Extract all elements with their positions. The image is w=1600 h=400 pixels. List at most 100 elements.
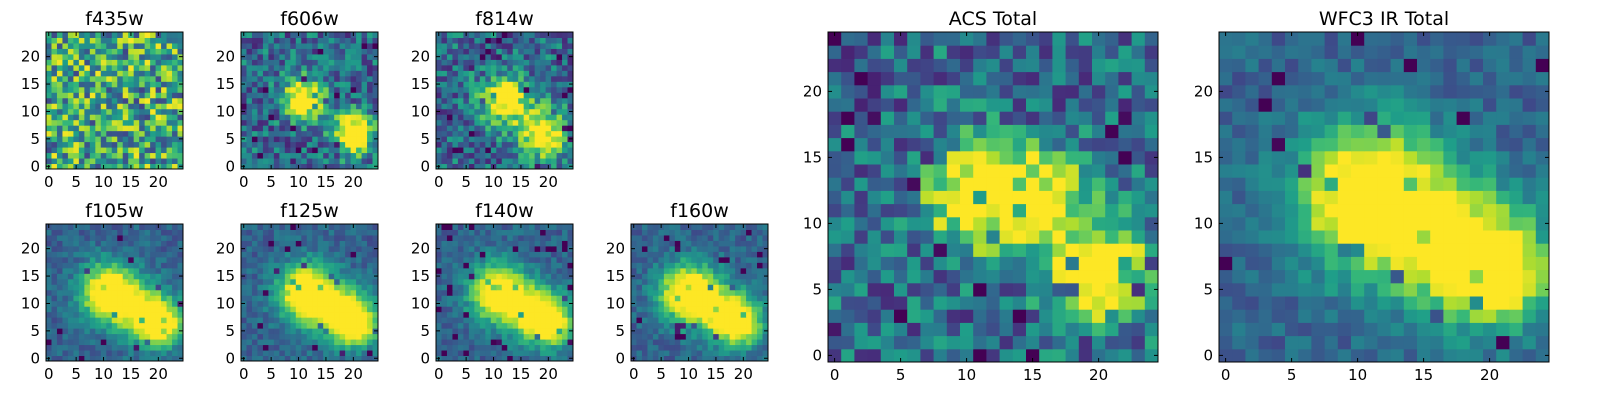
heatmap-cell <box>669 273 676 280</box>
heatmap-cell <box>161 278 168 285</box>
heatmap-cell <box>73 262 80 269</box>
heatmap-cell <box>507 355 514 362</box>
heatmap-cell <box>512 136 519 143</box>
heatmap-cell <box>84 53 91 60</box>
heatmap-cell <box>279 317 286 324</box>
heatmap-cell <box>312 289 319 296</box>
heatmap-cell <box>100 262 107 269</box>
heatmap-cell <box>166 311 173 318</box>
heatmap-cell <box>507 350 514 357</box>
heatmap-cell <box>177 289 184 296</box>
heatmap-cell <box>295 136 302 143</box>
heatmap-cell <box>436 119 442 126</box>
heatmap-cell <box>161 158 168 165</box>
heatmap-cell <box>166 130 173 137</box>
heatmap-cell <box>279 273 286 280</box>
heatmap-cell <box>567 130 574 137</box>
heatmap-cell <box>556 125 563 132</box>
heatmap-cell <box>166 81 173 88</box>
heatmap-cell <box>161 53 168 60</box>
heatmap-cell <box>279 328 286 335</box>
heatmap-cell <box>663 306 670 313</box>
heatmap-cell <box>367 322 374 329</box>
heatmap-cell <box>290 125 297 132</box>
heatmap-cell <box>67 158 74 165</box>
heatmap-cell <box>122 53 129 60</box>
heatmap-cell <box>545 152 552 159</box>
heatmap-cell <box>485 125 492 132</box>
heatmap-cell <box>1052 177 1067 191</box>
heatmap-cell <box>166 251 173 258</box>
heatmap-cell <box>251 284 258 291</box>
heatmap-cell <box>669 267 676 274</box>
heatmap-cell <box>512 278 519 285</box>
heatmap-cell <box>273 119 280 126</box>
heatmap-cell <box>67 147 74 154</box>
heatmap-cell <box>356 300 363 307</box>
heatmap-cell <box>241 256 247 263</box>
heatmap-cell <box>867 335 882 350</box>
y-tick-label: 20 <box>216 48 235 66</box>
heatmap-cell <box>762 306 769 313</box>
heatmap-cell <box>67 355 74 362</box>
heatmap-cell <box>350 344 357 351</box>
heatmap-cell <box>512 152 519 159</box>
heatmap-cell <box>718 339 725 346</box>
heatmap-cell <box>89 32 96 38</box>
heatmap-cell <box>496 114 503 121</box>
heatmap-cell <box>356 70 363 77</box>
heatmap-cell <box>273 136 280 143</box>
heatmap-cell <box>534 322 541 329</box>
heatmap-cell <box>474 256 481 263</box>
heatmap-cell <box>161 81 168 88</box>
heatmap-cell <box>161 284 168 291</box>
heatmap-cell <box>501 333 508 340</box>
heatmap-cell <box>751 311 758 318</box>
heatmap-cell <box>273 251 280 258</box>
heatmap-cell <box>251 333 258 340</box>
heatmap-cell <box>490 317 497 324</box>
heatmap-cell <box>323 306 330 313</box>
heatmap-cell <box>474 311 481 318</box>
heatmap-cell <box>133 92 140 99</box>
heatmap-cell <box>122 64 129 71</box>
heatmap-cell <box>139 234 146 241</box>
heatmap-cell <box>312 108 319 115</box>
heatmap-cell <box>350 108 357 115</box>
heatmap-cell <box>356 273 363 280</box>
heatmap-cell <box>658 256 665 263</box>
heatmap-cell <box>155 284 162 291</box>
heatmap-cell <box>246 262 253 269</box>
heatmap-cell <box>139 163 146 170</box>
heatmap-cell <box>757 284 764 291</box>
heatmap-cell <box>139 136 146 143</box>
heatmap-cell <box>356 339 363 346</box>
heatmap-cell <box>95 306 102 313</box>
heatmap-cell <box>84 86 91 93</box>
heatmap-cell <box>317 267 324 274</box>
heatmap-cell <box>933 150 948 165</box>
heatmap-cell <box>51 108 58 115</box>
heatmap-cell <box>718 322 725 329</box>
heatmap-cell <box>345 141 352 148</box>
heatmap-cell <box>128 37 135 44</box>
heatmap-cell <box>306 273 313 280</box>
heatmap-cell <box>150 53 157 60</box>
heatmap-cell <box>67 300 74 307</box>
heatmap-cell <box>323 75 330 82</box>
heatmap-cell <box>523 163 530 170</box>
heatmap-cell <box>762 262 769 269</box>
heatmap-cell <box>67 317 74 324</box>
heatmap-cell <box>490 147 497 154</box>
heatmap-cell <box>251 224 258 230</box>
heatmap-cell <box>518 136 525 143</box>
heatmap-cell <box>652 273 659 280</box>
heatmap-cell <box>122 147 129 154</box>
heatmap-cell <box>452 273 459 280</box>
heatmap-cell <box>452 224 459 230</box>
heatmap-cell <box>562 136 569 143</box>
heatmap-cell <box>496 267 503 274</box>
heatmap-cell <box>177 311 184 318</box>
heatmap-cell <box>746 256 753 263</box>
heatmap-cell <box>523 355 530 362</box>
